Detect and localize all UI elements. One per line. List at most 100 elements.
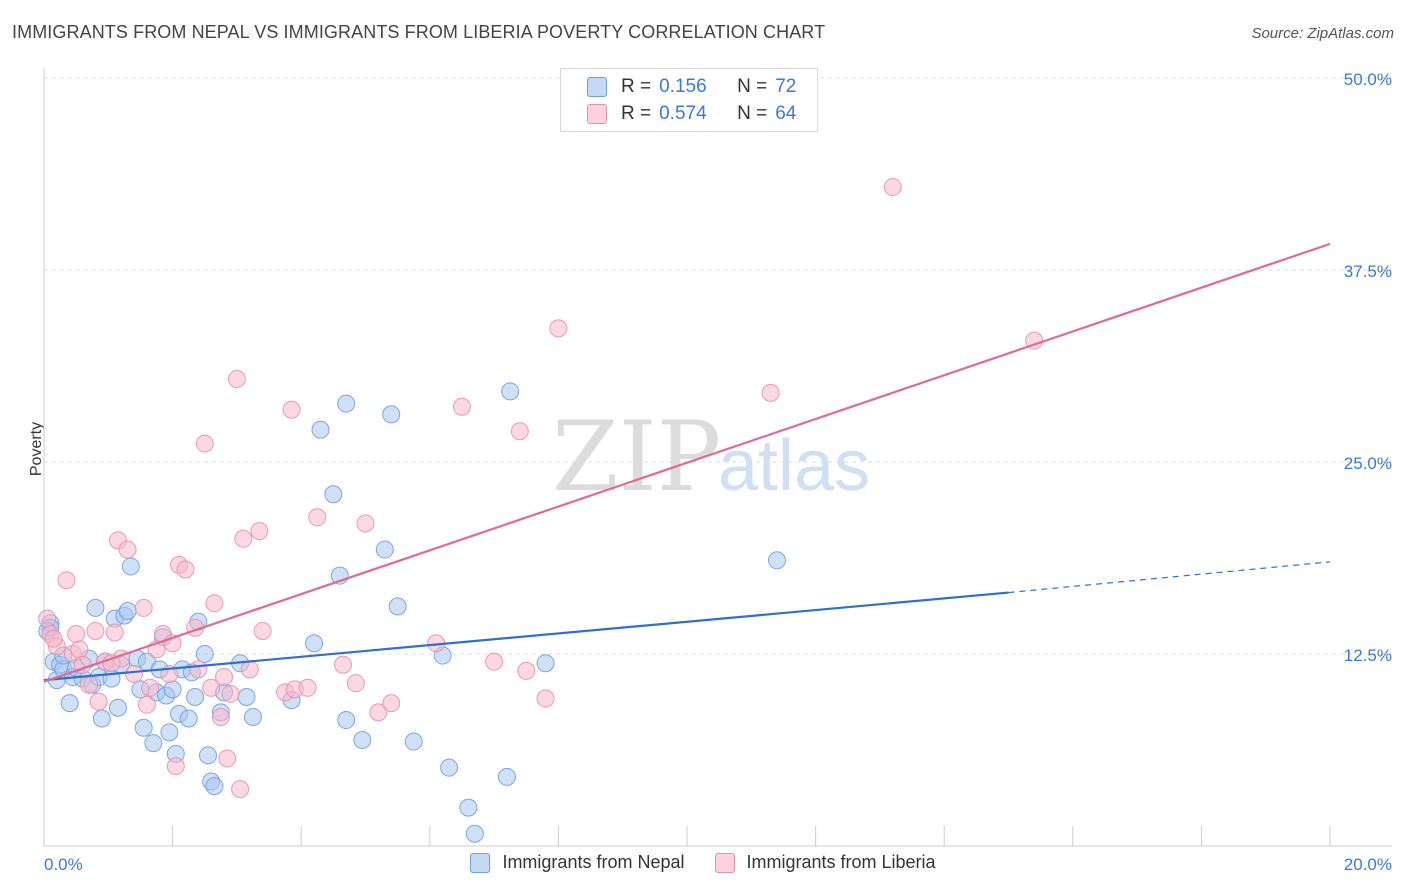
trend-line-liberia	[43, 242, 1331, 683]
data-point	[141, 678, 160, 697]
legend-swatch-liberia	[714, 852, 735, 873]
n-key: N =	[737, 76, 768, 97]
tick-labels: 12.5% 25.0% 37.5% 50.0% 0.0% 20.0%	[44, 70, 1392, 874]
axes	[43, 68, 1392, 847]
data-point	[485, 652, 504, 671]
data-point	[176, 560, 195, 579]
data-point	[137, 695, 156, 714]
chart-title: IMMIGRANTS FROM NEPAL VS IMMIGRANTS FROM…	[12, 22, 826, 42]
data-point	[44, 629, 63, 648]
data-point	[215, 668, 234, 687]
legend-swatch-nepal	[587, 77, 607, 97]
data-point	[121, 557, 140, 576]
data-point	[80, 675, 99, 694]
r-value: 0.156	[659, 76, 707, 97]
y-tick-label: 25.0%	[1344, 454, 1392, 473]
data-point	[243, 707, 262, 726]
data-point	[311, 420, 330, 439]
data-point	[768, 551, 787, 570]
watermark: ZIP atlas	[552, 401, 870, 513]
data-point	[86, 621, 105, 640]
data-point	[189, 660, 208, 679]
data-point	[282, 400, 301, 419]
data-point	[237, 688, 256, 707]
data-point	[125, 664, 144, 683]
data-point	[388, 597, 407, 616]
watermark-zip: ZIP	[552, 401, 721, 513]
n-key: N =	[737, 103, 768, 124]
data-point	[440, 758, 459, 777]
data-point	[459, 798, 478, 817]
x-tick-label: 20.0%	[1344, 855, 1392, 874]
legend-swatch-nepal	[470, 852, 491, 873]
n-value: 64	[775, 103, 797, 124]
data-point	[465, 824, 484, 843]
data-point	[202, 678, 221, 697]
x-tick-label: 0.0%	[44, 855, 83, 874]
data-point	[369, 703, 388, 722]
r-key: R =	[621, 103, 652, 124]
data-point	[353, 731, 372, 750]
data-point	[382, 405, 401, 424]
legend-item-nepal[interactable]: Immigrants from Nepal	[470, 852, 685, 873]
data-point	[549, 319, 568, 338]
data-point	[308, 508, 327, 527]
data-point	[163, 680, 182, 699]
data-point	[382, 694, 401, 713]
r-key: R =	[621, 76, 652, 97]
data-point	[195, 434, 214, 453]
data-point	[179, 709, 198, 728]
legend-item-liberia[interactable]: Immigrants from Liberia	[714, 852, 936, 873]
data-point	[67, 625, 86, 644]
data-point	[346, 674, 365, 693]
data-point	[253, 621, 272, 640]
stats-legend-row-nepal: R = 0.156 N = 72	[587, 75, 796, 99]
data-point	[118, 601, 137, 620]
legend-label-nepal: Immigrants from Nepal	[502, 852, 685, 872]
data-point	[298, 678, 317, 697]
data-point	[231, 780, 250, 799]
data-point	[160, 723, 179, 742]
data-point	[89, 692, 108, 711]
data-point	[333, 655, 352, 674]
data-point	[70, 640, 89, 659]
data-point	[57, 571, 76, 590]
legend-swatch-liberia	[587, 104, 607, 124]
n-value: 72	[775, 76, 797, 97]
data-point	[198, 746, 217, 765]
data-point	[536, 654, 555, 673]
data-point	[517, 661, 536, 680]
r-value: 0.574	[659, 103, 707, 124]
stats-legend-row-liberia: R = 0.574 N = 64	[587, 102, 796, 126]
data-point	[337, 394, 356, 413]
data-point	[761, 383, 780, 402]
data-point	[105, 623, 124, 642]
data-point	[144, 734, 163, 753]
data-point	[195, 645, 214, 663]
trend-lines	[43, 242, 1331, 683]
data-point	[510, 422, 529, 441]
data-point	[218, 749, 237, 768]
data-point	[92, 709, 111, 728]
data-point	[221, 684, 240, 703]
data-point	[234, 529, 253, 548]
data-point	[134, 598, 153, 617]
data-point	[375, 540, 394, 559]
y-tick-label: 12.5%	[1344, 646, 1392, 665]
chart-source: Source: ZipAtlas.com	[1251, 25, 1394, 42]
data-point	[211, 707, 230, 726]
data-point	[536, 689, 555, 708]
data-point	[134, 718, 153, 737]
data-point	[205, 594, 224, 613]
data-point	[404, 732, 423, 751]
data-point	[166, 757, 185, 776]
data-point	[108, 698, 127, 717]
data-point	[118, 540, 137, 559]
trend-extension-nepal	[1008, 561, 1331, 594]
data-point	[86, 598, 105, 617]
data-point	[337, 711, 356, 730]
data-point	[186, 688, 205, 707]
y-tick-label: 50.0%	[1344, 70, 1392, 89]
data-point	[38, 609, 57, 628]
